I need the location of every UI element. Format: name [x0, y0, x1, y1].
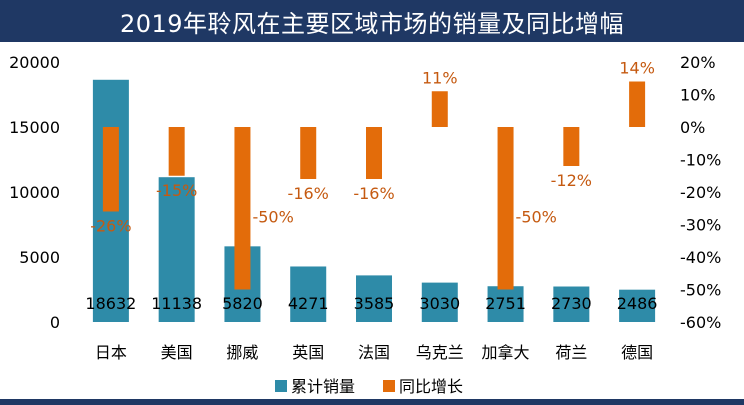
category-label: 美国: [161, 343, 193, 362]
yoy-bar: [629, 81, 646, 127]
right-axis-tick-label: -40%: [680, 248, 721, 267]
title-bar: 2019年聆风在主要区域市场的销量及同比增幅: [0, 0, 744, 42]
volume-data-label: 4271: [288, 294, 329, 313]
left-axis-tick-label: 10000: [9, 183, 60, 202]
yoy-bar: [431, 91, 448, 127]
volume-bar: [553, 286, 590, 322]
yoy-bar: [563, 127, 580, 166]
yoy-bar: [234, 127, 251, 290]
yoy-data-label: -50%: [252, 207, 293, 226]
volume-bar: [421, 282, 458, 322]
volume-bar: [158, 177, 195, 322]
volume-data-label: 18632: [85, 294, 136, 313]
category-label: 德国: [621, 343, 653, 362]
category-label: 乌克兰: [416, 343, 464, 362]
right-axis-tick-label: -10%: [680, 151, 721, 170]
category-label: 荷兰: [555, 343, 587, 362]
volume-bar: [290, 266, 327, 322]
left-axis-tick-label: 0: [50, 313, 60, 332]
legend-swatch-volume: [275, 380, 287, 392]
yoy-bar: [168, 127, 185, 176]
volume-data-label: 3585: [354, 294, 395, 313]
yoy-bar: [300, 127, 317, 179]
category-label: 英国: [292, 343, 324, 362]
yoy-bar: [102, 127, 119, 212]
yoy-data-label: 14%: [619, 59, 655, 78]
right-axis-tick-label: -20%: [680, 183, 721, 202]
volume-data-label: 5820: [222, 294, 263, 313]
volume-bar: [619, 289, 656, 322]
bottom-bar: [0, 399, 744, 405]
right-axis-tick-label: -60%: [680, 313, 721, 332]
chart-title: 2019年聆风在主要区域市场的销量及同比增幅: [119, 9, 625, 38]
right-axis-tick-label: -30%: [680, 216, 721, 235]
left-axis-tick-label: 20000: [9, 53, 60, 72]
right-axis-tick-label: -50%: [680, 281, 721, 300]
volume-data-label: 2751: [485, 294, 526, 313]
yoy-data-label: -16%: [288, 184, 329, 203]
volume-data-label: 2486: [617, 294, 658, 313]
yoy-bar: [497, 127, 514, 290]
yoy-data-label: -26%: [90, 217, 131, 236]
yoy-data-label: -15%: [156, 181, 197, 200]
yoy-bar: [366, 127, 382, 179]
volume-data-label: 3030: [419, 294, 460, 313]
yoy-data-label: -16%: [353, 184, 394, 203]
legend-label-volume: 累计销量: [291, 377, 355, 396]
right-axis-tick-label: 0%: [680, 118, 705, 137]
yoy-data-label: 11%: [422, 68, 458, 87]
volume-bar: [356, 275, 392, 322]
volume-data-label: 2730: [551, 294, 592, 313]
yoy-data-label: -50%: [516, 207, 557, 226]
category-label: 日本: [95, 343, 127, 362]
volume-data-label: 11138: [151, 294, 202, 313]
legend-swatch-yoy: [383, 380, 395, 392]
category-label: 挪威: [226, 343, 258, 362]
category-label: 加拿大: [482, 343, 530, 362]
category-label: 法国: [358, 343, 390, 362]
right-axis-tick-label: 10%: [680, 86, 716, 105]
right-axis-tick-label: 20%: [680, 53, 716, 72]
left-axis-tick-label: 5000: [19, 248, 60, 267]
legend-label-yoy: 同比增长: [399, 377, 463, 396]
yoy-data-label: -12%: [551, 171, 592, 190]
volume-bar: [487, 286, 524, 322]
left-axis-tick-label: 15000: [9, 118, 60, 137]
